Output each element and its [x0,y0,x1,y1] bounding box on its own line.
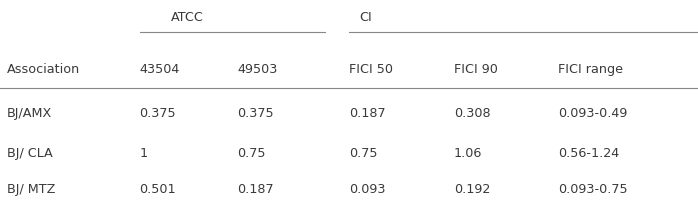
Text: 43504: 43504 [140,63,180,76]
Text: Association: Association [7,63,80,76]
Text: 0.093-0.75: 0.093-0.75 [558,183,628,196]
Text: 0.375: 0.375 [140,107,176,120]
Text: 0.75: 0.75 [237,147,266,160]
Text: 0.187: 0.187 [349,107,385,120]
Text: 0.56-1.24: 0.56-1.24 [558,147,620,160]
Text: 0.187: 0.187 [237,183,274,196]
Text: FICI range: FICI range [558,63,623,76]
Text: FICI 90: FICI 90 [454,63,498,76]
Text: FICI 50: FICI 50 [349,63,393,76]
Text: 49503: 49503 [237,63,278,76]
Text: 0.192: 0.192 [454,183,490,196]
Text: 0.308: 0.308 [454,107,490,120]
Text: CI: CI [359,11,372,24]
Text: BJ/AMX: BJ/AMX [7,107,52,120]
Text: 0.093: 0.093 [349,183,385,196]
Text: 0.093-0.49: 0.093-0.49 [558,107,628,120]
Text: 1.06: 1.06 [454,147,482,160]
Text: 1: 1 [140,147,148,160]
Text: ATCC: ATCC [171,11,204,24]
Text: BJ/ CLA: BJ/ CLA [7,147,53,160]
Text: BJ/ MTZ: BJ/ MTZ [7,183,55,196]
Text: 0.75: 0.75 [349,147,378,160]
Text: 0.501: 0.501 [140,183,176,196]
Text: 0.375: 0.375 [237,107,274,120]
